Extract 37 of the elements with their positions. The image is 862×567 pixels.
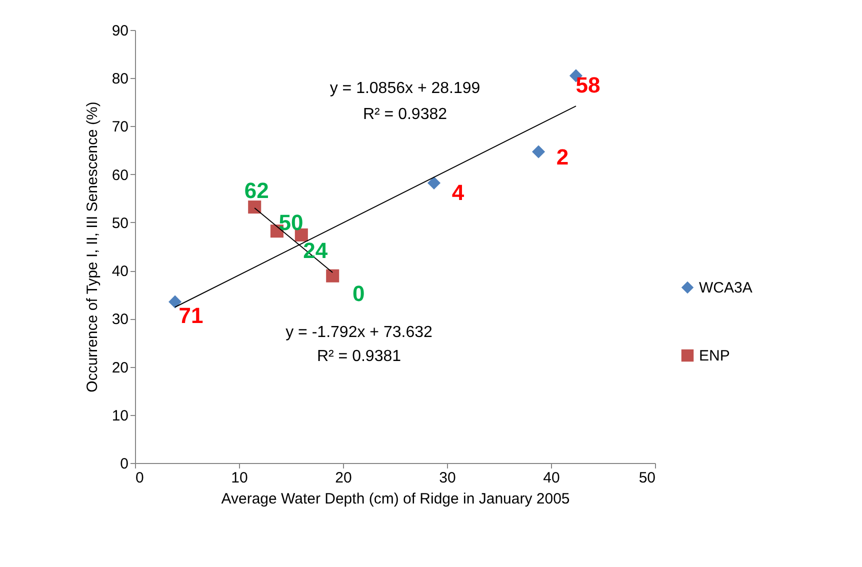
annotation: 50	[278, 210, 304, 236]
y-tick-label: 30	[112, 311, 128, 328]
annotation: y = -1.792x + 73.632	[286, 324, 432, 341]
annotation: 62	[244, 178, 269, 204]
x-tick-label: 40	[543, 470, 560, 486]
annotation: R² = 0.9382	[362, 106, 448, 123]
point	[248, 200, 262, 214]
y-tick-label: 70	[112, 118, 128, 136]
x-tick-label: 0	[136, 470, 144, 486]
legend-label: WCA3A	[699, 280, 752, 296]
annotation: 71	[178, 302, 204, 328]
y-tick-label: 80	[112, 70, 128, 88]
y-tick-label: 90	[112, 22, 128, 40]
x-tick-label: 50	[638, 470, 656, 486]
point	[326, 269, 340, 282]
point	[532, 145, 546, 158]
legend-label: ENP	[699, 348, 730, 364]
x-tick-label: 10	[231, 470, 248, 486]
x-axis-title: Average Water Depth (cm) of Ridge in January 2005	[221, 490, 570, 508]
y-tick-label: 0	[120, 456, 128, 472]
y-tick-label: 10	[112, 407, 128, 424]
y-tick-label: 60	[112, 166, 128, 184]
x-tick-label: 20	[335, 470, 352, 486]
annotation: 4	[452, 180, 465, 205]
annotation: y = 1.0856x + 28.199	[330, 80, 480, 97]
point	[427, 176, 441, 190]
point	[168, 295, 182, 308]
y-tick-label: 50	[112, 214, 128, 232]
annotation: 0	[352, 280, 365, 306]
annotation: R² = 0.9381	[316, 348, 402, 365]
annotation: 58	[576, 72, 600, 98]
y-axis-title: Occurrence of Type I, II, III Senescence (%)	[84, 102, 101, 392]
y-tick-label: 40	[112, 263, 128, 280]
annotation: 24	[303, 238, 328, 263]
x-tick-label: 30	[439, 470, 456, 486]
annotation: 2	[556, 144, 569, 170]
y-tick-label: 20	[112, 359, 128, 376]
